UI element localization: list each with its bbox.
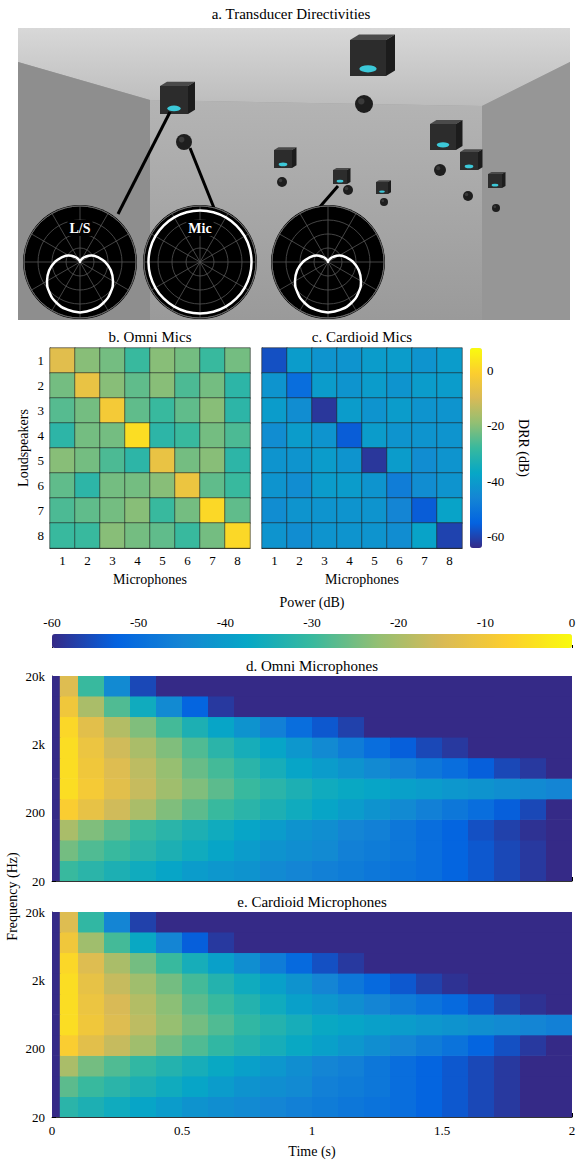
svg-text:7: 7 [209, 553, 216, 568]
svg-text:a. Transducer Directivities: a. Transducer Directivities [212, 6, 371, 22]
svg-text:Loudspeakers: Loudspeakers [16, 409, 31, 487]
svg-text:-40: -40 [487, 474, 504, 489]
svg-text:3: 3 [321, 553, 328, 568]
svg-text:6: 6 [184, 553, 191, 568]
svg-text:Power (dB): Power (dB) [280, 595, 345, 611]
svg-text:Mic: Mic [188, 221, 211, 236]
svg-text:2: 2 [296, 553, 303, 568]
svg-text:0: 0 [569, 615, 576, 630]
svg-text:-60: -60 [487, 529, 504, 544]
svg-text:4: 4 [346, 553, 353, 568]
svg-text:0: 0 [49, 1123, 56, 1138]
svg-text:-20: -20 [390, 615, 407, 630]
svg-text:1: 1 [271, 553, 278, 568]
svg-text:1: 1 [38, 353, 45, 368]
svg-text:7: 7 [421, 553, 428, 568]
svg-text:2: 2 [38, 378, 45, 393]
svg-text:8: 8 [234, 553, 241, 568]
svg-text:Microphones: Microphones [113, 572, 187, 587]
svg-text:-40: -40 [217, 615, 234, 630]
svg-text:20: 20 [32, 1110, 45, 1125]
svg-text:7: 7 [38, 503, 45, 518]
svg-text:8: 8 [446, 553, 453, 568]
svg-text:0.5: 0.5 [174, 1123, 190, 1138]
svg-text:200: 200 [26, 805, 46, 820]
svg-text:20k: 20k [26, 669, 46, 684]
svg-text:e. Cardioid Microphones: e. Cardioid Microphones [237, 894, 387, 910]
svg-text:DRR (dB): DRR (dB) [515, 419, 531, 477]
svg-text:0: 0 [487, 363, 494, 378]
svg-text:Frequency (Hz): Frequency (Hz) [5, 852, 21, 941]
svg-text:20: 20 [32, 874, 45, 889]
svg-text:Microphones: Microphones [325, 572, 399, 587]
svg-text:Time (s): Time (s) [288, 1144, 336, 1160]
svg-text:8: 8 [38, 528, 45, 543]
svg-text:2k: 2k [32, 737, 46, 752]
svg-text:2k: 2k [32, 973, 46, 988]
svg-text:4: 4 [134, 553, 141, 568]
svg-text:b. Omni Mics: b. Omni Mics [109, 329, 192, 345]
svg-text:3: 3 [38, 403, 45, 418]
svg-text:d. Omni Microphones: d. Omni Microphones [246, 658, 378, 674]
svg-text:-20: -20 [487, 418, 504, 433]
svg-text:-30: -30 [303, 615, 320, 630]
svg-text:-60: -60 [43, 615, 60, 630]
svg-text:4: 4 [38, 428, 45, 443]
svg-text:3: 3 [109, 553, 116, 568]
svg-text:2: 2 [569, 1123, 576, 1138]
svg-text:5: 5 [38, 453, 45, 468]
svg-text:5: 5 [371, 553, 378, 568]
svg-text:6: 6 [38, 478, 45, 493]
svg-text:1: 1 [309, 1123, 316, 1138]
svg-text:-10: -10 [477, 615, 494, 630]
svg-text:1: 1 [59, 553, 66, 568]
svg-text:200: 200 [26, 1041, 46, 1056]
svg-text:20k: 20k [26, 905, 46, 920]
svg-text:1.5: 1.5 [434, 1123, 450, 1138]
svg-text:2: 2 [84, 553, 91, 568]
svg-text:c. Cardioid Mics: c. Cardioid Mics [312, 329, 413, 345]
svg-text:6: 6 [396, 553, 403, 568]
svg-text:5: 5 [159, 553, 166, 568]
svg-text:L/S: L/S [69, 221, 90, 236]
svg-text:-50: -50 [130, 615, 147, 630]
